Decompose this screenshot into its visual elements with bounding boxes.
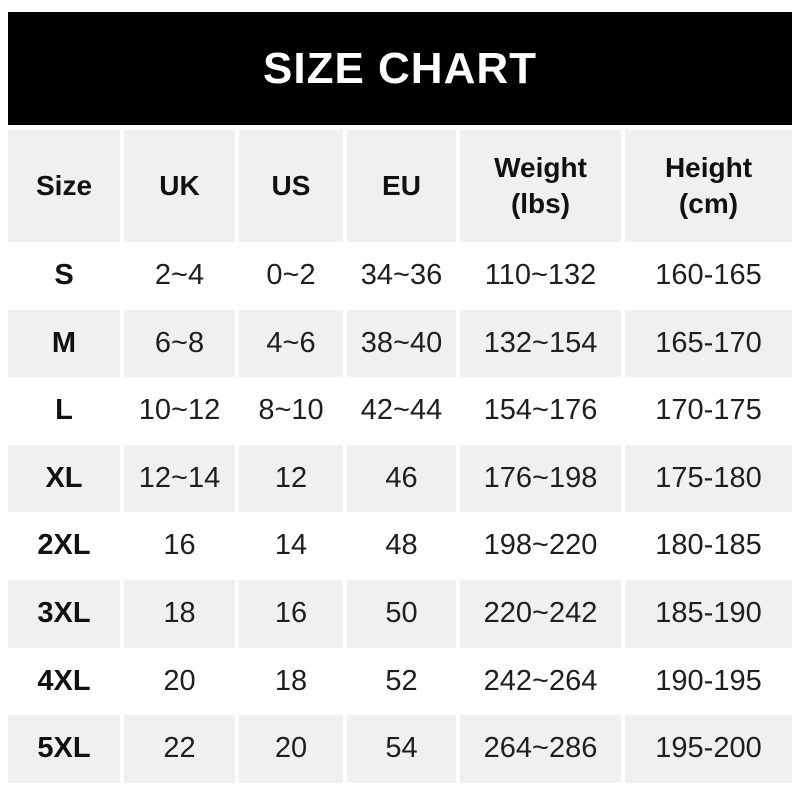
cell-uk: 6~8 [124,309,235,378]
table-header-row: Size UK US EU Weight (lbs) Height (cm) [8,130,792,242]
cell-eu: 48 [347,512,456,580]
column-header-weight: Weight (lbs) [460,130,621,242]
cell-height: 175-180 [625,444,792,513]
cell-eu: 46 [347,444,456,513]
cell-weight: 264~286 [460,715,621,783]
cell-size: M [8,309,120,378]
cell-height: 180-185 [625,512,792,580]
cell-uk: 12~14 [124,444,235,513]
column-header-size: Size [8,130,120,242]
cell-height: 195-200 [625,715,792,783]
table-row-l: L 10~12 8~10 42~44 154~176 170-175 [8,377,792,445]
table-row-m: M 6~8 4~6 38~40 132~154 165-170 [8,309,792,378]
cell-us: 18 [239,647,343,716]
cell-weight: 176~198 [460,444,621,513]
cell-height: 165-170 [625,309,792,378]
cell-size: 4XL [8,647,120,716]
cell-uk: 10~12 [124,377,235,445]
cell-uk: 22 [124,715,235,783]
cell-us: 14 [239,512,343,580]
table-row-s: S 2~4 0~2 34~36 110~132 160-165 [8,242,792,310]
cell-uk: 16 [124,512,235,580]
page-title: SIZE CHART [263,43,537,93]
column-header-height: Height (cm) [625,130,792,242]
column-header-eu: EU [347,130,456,242]
cell-size: 3XL [8,579,120,648]
cell-size: L [8,377,120,445]
cell-uk: 2~4 [124,242,235,310]
cell-size: S [8,242,120,310]
cell-eu: 38~40 [347,309,456,378]
cell-us: 0~2 [239,242,343,310]
cell-uk: 18 [124,579,235,648]
table-row-xl: XL 12~14 12 46 176~198 175-180 [8,444,792,513]
cell-weight: 198~220 [460,512,621,580]
cell-eu: 42~44 [347,377,456,445]
cell-us: 20 [239,715,343,783]
cell-height: 185-190 [625,579,792,648]
title-banner: SIZE CHART [8,12,792,125]
cell-weight: 132~154 [460,309,621,378]
cell-us: 4~6 [239,309,343,378]
table-row-3xl: 3XL 18 16 50 220~242 185-190 [8,579,792,648]
cell-eu: 34~36 [347,242,456,310]
cell-weight: 110~132 [460,242,621,310]
cell-height: 190-195 [625,647,792,716]
cell-eu: 54 [347,715,456,783]
table-row-4xl: 4XL 20 18 52 242~264 190-195 [8,647,792,716]
cell-size: 5XL [8,715,120,783]
column-header-uk: UK [124,130,235,242]
cell-eu: 50 [347,579,456,648]
cell-us: 12 [239,444,343,513]
table-row-2xl: 2XL 16 14 48 198~220 180-185 [8,512,792,580]
cell-uk: 20 [124,647,235,716]
cell-size: XL [8,444,120,513]
cell-eu: 52 [347,647,456,716]
cell-us: 8~10 [239,377,343,445]
cell-height: 160-165 [625,242,792,310]
column-header-us: US [239,130,343,242]
cell-weight: 242~264 [460,647,621,716]
cell-size: 2XL [8,512,120,580]
size-table: Size UK US EU Weight (lbs) Height (cm) S… [8,130,792,783]
cell-height: 170-175 [625,377,792,445]
cell-weight: 154~176 [460,377,621,445]
cell-weight: 220~242 [460,579,621,648]
table-row-5xl: 5XL 22 20 54 264~286 195-200 [8,715,792,783]
cell-us: 16 [239,579,343,648]
